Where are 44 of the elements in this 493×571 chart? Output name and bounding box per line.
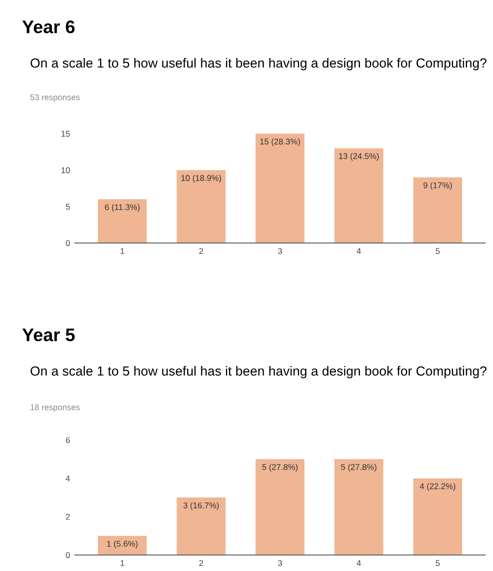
x-tick-label: 3 <box>278 248 282 254</box>
x-tick-label: 1 <box>120 560 124 566</box>
text: 18 responses <box>30 404 80 412</box>
y-tick-label: 0 <box>66 552 70 558</box>
data-label: 13 (24.5%) <box>339 152 379 161</box>
x-tick-label: 1 <box>120 248 124 254</box>
x-tick-label: 4 <box>356 248 361 254</box>
bar <box>98 536 147 555</box>
data-label: 5 (27.8%) <box>341 464 376 472</box>
text: 53 responses <box>30 94 80 102</box>
data-label: 3 (16.7%) <box>183 502 219 510</box>
chart-title: Year 5 <box>22 328 75 342</box>
bar <box>256 134 304 243</box>
bar <box>176 498 226 555</box>
data-label: 6 (11.3%) <box>104 204 140 212</box>
data-label: 4 (22.2%) <box>420 483 456 491</box>
chart-subtitle: On a scale 1 to 5 how useful has it been having a design book for Computing? <box>30 366 486 378</box>
data-label: 15 (28.3%) <box>260 138 300 146</box>
bar <box>334 459 384 555</box>
y-tick-label: 5 <box>66 204 70 210</box>
x-tick-label: 5 <box>436 560 440 566</box>
bar <box>98 199 147 243</box>
data-label: 1 (5.6%) <box>107 540 138 548</box>
y-tick-label: 0 <box>66 240 70 246</box>
x-tick-label: 5 <box>436 248 440 254</box>
x-tick-label: 3 <box>278 560 282 566</box>
bar <box>256 459 304 555</box>
chart-title: Year 6 <box>22 20 75 34</box>
bar <box>413 177 462 243</box>
y-tick-label: 2 <box>66 514 70 520</box>
bar <box>334 148 384 243</box>
x-tick-label: 2 <box>199 560 204 566</box>
bar <box>413 478 462 555</box>
y-tick-label: 6 <box>66 437 70 444</box>
y-tick-label: 4 <box>66 476 70 482</box>
x-tick-label: 4 <box>356 560 361 566</box>
y-tick-label: 10 <box>62 167 70 174</box>
data-label: 10 (18.9%) <box>181 174 222 183</box>
data-label: 5 (27.8%) <box>262 464 298 472</box>
data-label: 9 (17%) <box>423 182 452 190</box>
chart-subtitle: On a scale 1 to 5 how useful has it been having a design book for Computing? <box>30 58 486 70</box>
y-tick-label: 15 <box>62 130 70 137</box>
bar <box>176 170 226 243</box>
x-tick-label: 2 <box>199 248 204 254</box>
